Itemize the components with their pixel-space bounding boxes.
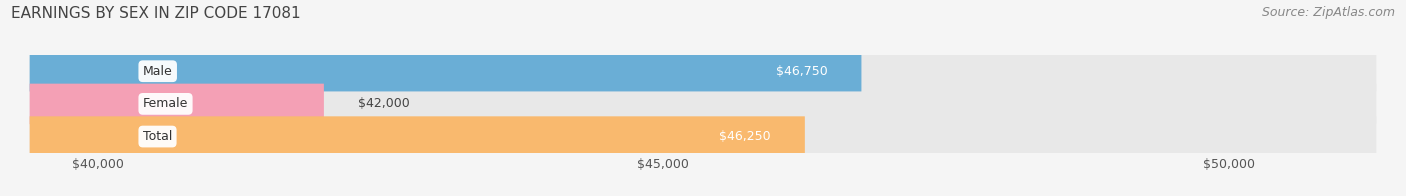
FancyBboxPatch shape: [30, 116, 1376, 157]
Text: Source: ZipAtlas.com: Source: ZipAtlas.com: [1261, 6, 1395, 19]
Text: Total: Total: [143, 130, 172, 143]
Text: Male: Male: [143, 65, 173, 78]
Text: $42,000: $42,000: [359, 97, 409, 110]
Text: $46,750: $46,750: [776, 65, 828, 78]
FancyBboxPatch shape: [30, 51, 862, 92]
FancyBboxPatch shape: [30, 84, 323, 124]
FancyBboxPatch shape: [30, 51, 1376, 92]
FancyBboxPatch shape: [30, 84, 1376, 124]
Text: $46,250: $46,250: [720, 130, 770, 143]
FancyBboxPatch shape: [30, 116, 804, 157]
Text: Female: Female: [143, 97, 188, 110]
Text: EARNINGS BY SEX IN ZIP CODE 17081: EARNINGS BY SEX IN ZIP CODE 17081: [11, 6, 301, 21]
